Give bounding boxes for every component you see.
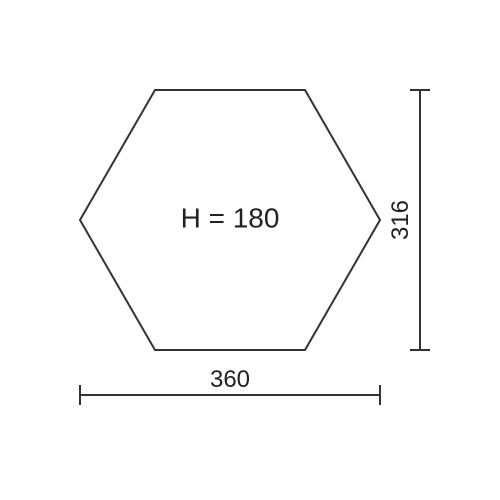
height-label: H = 180 xyxy=(181,202,280,233)
height-dimension-value: 316 xyxy=(387,200,414,240)
technical-drawing: H = 180 360 316 xyxy=(0,0,500,500)
width-dimension-value: 360 xyxy=(210,366,250,393)
